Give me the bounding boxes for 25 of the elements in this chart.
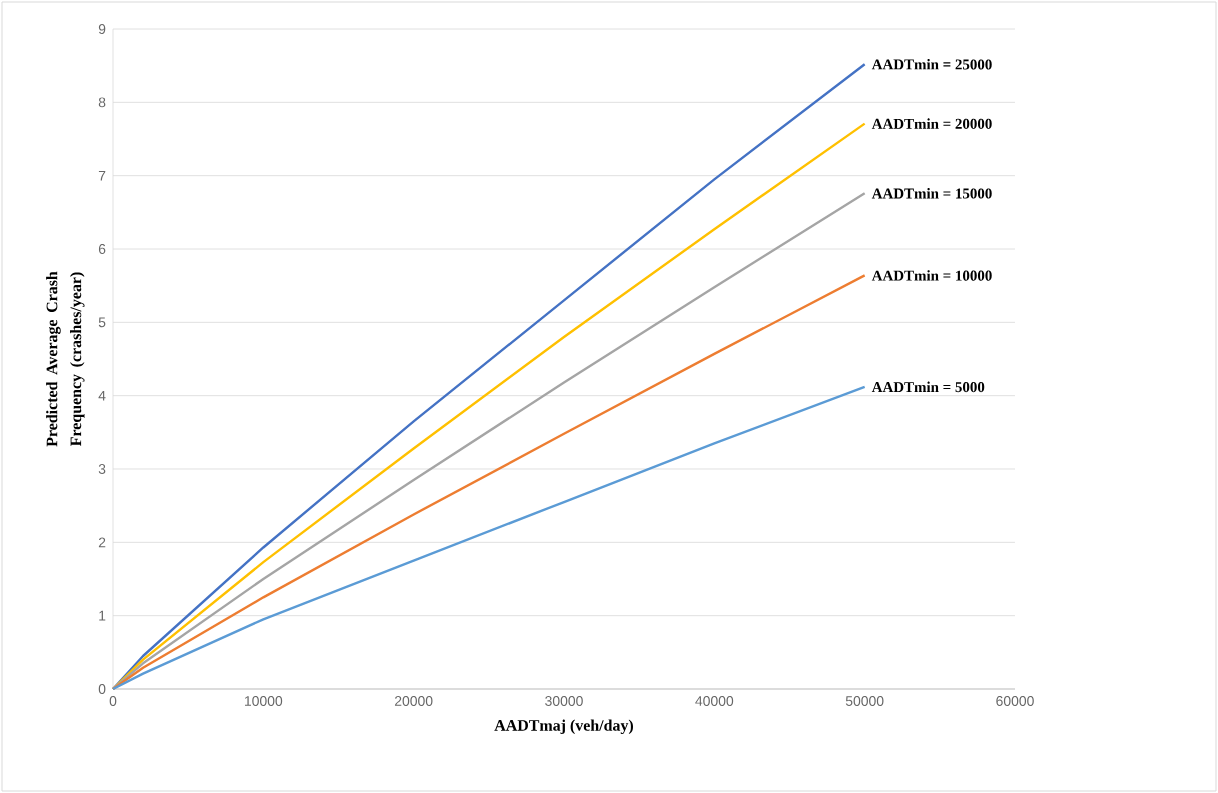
y-tick-label: 4 (98, 390, 106, 401)
x-tick-label: 60000 (996, 696, 1034, 706)
x-tick-label: 40000 (695, 696, 734, 706)
y-tick-label: 6 (98, 244, 106, 254)
line-series (111, 385, 866, 691)
y-tick-label: 2 (98, 537, 106, 548)
y-tick-label: 8 (98, 97, 106, 108)
x-tick-label: 0 (109, 696, 117, 706)
y-tick-label: 0 (98, 684, 106, 694)
y-tick-label: 3 (98, 464, 106, 474)
y-tick-label: 9 (98, 24, 106, 34)
y-axis-title: Predicted Average Crash Frequency (crashes/year) (46, 271, 85, 447)
series-label: AADTmin = 20000 (871, 118, 992, 129)
series-label: AADTmin = 25000 (871, 58, 992, 70)
series-label: AADTmin = 15000 (871, 188, 992, 199)
x-axis-title: AADTmaj (veh/day) (494, 719, 634, 735)
series-label: AADTmin = 5000 (871, 381, 985, 393)
x-tick-label: 30000 (545, 696, 583, 706)
x-tick-label: 10000 (245, 696, 283, 706)
y-tick-label: 1 (99, 610, 106, 621)
y-tick-label: 7 (98, 170, 106, 181)
series-label: AADTmin = 10000 (871, 270, 992, 281)
x-tick-label: 50000 (845, 696, 884, 706)
y-tick-label: 5 (98, 317, 106, 328)
x-tick-label: 20000 (394, 696, 433, 706)
